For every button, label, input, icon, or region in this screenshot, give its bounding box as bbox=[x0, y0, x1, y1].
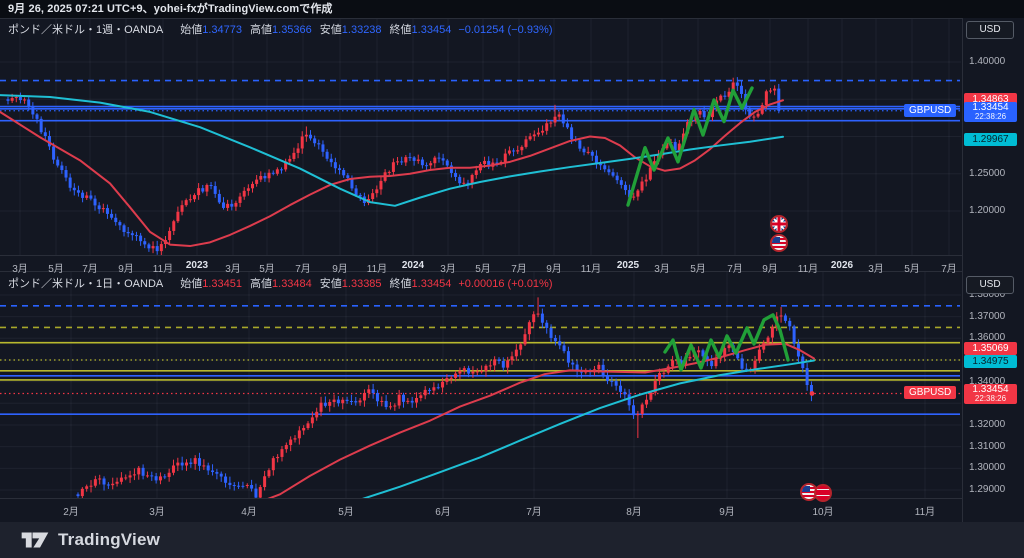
x-axis-label-5月: 5月 bbox=[48, 264, 64, 275]
high-value: 1.33484 bbox=[272, 278, 312, 290]
teal_ma-line[interactable] bbox=[358, 359, 815, 501]
x-axis-label-2月: 2月 bbox=[63, 507, 79, 518]
x-axis-label-3月: 3月 bbox=[149, 507, 165, 518]
pane-weekly[interactable] bbox=[0, 18, 961, 255]
y-axis-label-1.34000: 1.34000 bbox=[969, 375, 1006, 387]
x-axis-label-11月: 11月 bbox=[914, 507, 936, 518]
x-axis-label-2024: 2024 bbox=[401, 260, 425, 271]
x-axis-label-5月: 5月 bbox=[338, 507, 354, 518]
symbol-price-tag: GBPUSD bbox=[904, 386, 957, 400]
red-ma-price-label: 1.35069 bbox=[964, 342, 1017, 356]
x-axis-label-9月: 9月 bbox=[762, 264, 778, 275]
x-axis-label-7月: 7月 bbox=[941, 264, 957, 275]
pane-daily[interactable] bbox=[0, 272, 961, 505]
teal-ma-price-label: 1.34975 bbox=[964, 354, 1017, 368]
y-axis-label-1.40000: 1.40000 bbox=[969, 55, 1006, 67]
open-value: 1.34773 bbox=[202, 24, 243, 36]
x-axis-label-11月: 11月 bbox=[152, 264, 174, 275]
x-axis-label-8月: 8月 bbox=[626, 507, 642, 518]
x-axis-label-9月: 9月 bbox=[719, 507, 735, 518]
x-axis-label-2025: 2025 bbox=[616, 260, 640, 271]
x-axis-label-5月: 5月 bbox=[475, 264, 491, 275]
low-value: 1.33238 bbox=[341, 24, 382, 36]
y-axis-label-1.38000: 1.38000 bbox=[969, 288, 1006, 300]
x-axis-label-11月: 11月 bbox=[366, 264, 388, 275]
green-zigzag-drawing[interactable] bbox=[663, 313, 790, 372]
teal_ma-line[interactable] bbox=[0, 94, 784, 207]
x-axis-label-7月: 7月 bbox=[82, 264, 98, 275]
y-axis-label-1.20000: 1.20000 bbox=[969, 205, 1006, 217]
open-label: 始値 bbox=[180, 24, 203, 36]
symbol-title-weekly[interactable]: ポンド／米ドル・1週・OANDA bbox=[8, 24, 164, 36]
y-axis-label-1.25000: 1.25000 bbox=[969, 167, 1006, 179]
x-axis-label-10月: 10月 bbox=[812, 507, 834, 518]
symbol-title-daily[interactable]: ポンド／米ドル・1日・OANDA bbox=[8, 278, 164, 290]
close-value: 1.33454 bbox=[411, 278, 452, 290]
legend-weekly: ポンド／米ドル・1週・OANDA 始値1.34773 高値1.35366 安値1.33… bbox=[8, 21, 553, 37]
x-axis-label-3月: 3月 bbox=[12, 264, 28, 275]
x-axis-label-5月: 5月 bbox=[259, 264, 275, 275]
uk-flag-icon[interactable] bbox=[770, 215, 788, 233]
high-value: 1.35366 bbox=[272, 24, 312, 36]
symbol-price-tag: GBPUSD bbox=[904, 103, 957, 117]
tradingview-logo-icon[interactable] bbox=[20, 529, 50, 551]
low-label: 安値 bbox=[319, 24, 342, 36]
y-axis-label-1.30000: 1.30000 bbox=[969, 462, 1006, 474]
x-axis-label-9月: 9月 bbox=[546, 264, 562, 275]
low-label: 安値 bbox=[319, 278, 342, 290]
high-label: 高値 bbox=[250, 278, 273, 290]
teal-ma-price-label: 1.29967 bbox=[964, 132, 1017, 146]
red_ma-line[interactable] bbox=[195, 342, 815, 504]
close-label: 終値 bbox=[389, 24, 412, 36]
attribution-bar: 9月 26, 2025 07:21 UTC+9、yohei-fxがTrading… bbox=[0, 0, 1024, 18]
y-axis-label-1.29000: 1.29000 bbox=[969, 483, 1006, 495]
x-axis-label-7月: 7月 bbox=[295, 264, 311, 275]
low-value: 1.33385 bbox=[341, 278, 382, 290]
close-label: 終値 bbox=[389, 278, 412, 290]
us-flag-icon[interactable] bbox=[770, 234, 788, 252]
close-value: 1.33454 bbox=[411, 24, 452, 36]
legend-daily: ポンド／米ドル・1日・OANDA 始値1.33451 高値1.33484 安値1.33… bbox=[8, 275, 553, 291]
x-axis-label-7月: 7月 bbox=[526, 507, 542, 518]
currency-button-weekly[interactable]: USD bbox=[966, 21, 1014, 39]
striped-flag-icon[interactable] bbox=[814, 484, 832, 502]
x-axis-label-5月: 5月 bbox=[690, 264, 706, 275]
x-axis-label-3月: 3月 bbox=[225, 264, 241, 275]
open-value: 1.33451 bbox=[202, 278, 243, 290]
x-axis-label-9月: 9月 bbox=[332, 264, 348, 275]
x-axis-label-3月: 3月 bbox=[868, 264, 884, 275]
last-price-label: 1.33454 22:38:26 bbox=[964, 384, 1017, 405]
candle-countdown: 22:38:26 bbox=[974, 394, 1007, 404]
red_ma-line[interactable] bbox=[0, 99, 784, 248]
green-zigzag-drawing[interactable] bbox=[626, 86, 754, 207]
candle-countdown: 22:38:26 bbox=[974, 111, 1007, 121]
attribution-text: 9月 26, 2025 07:21 UTC+9、yohei-fxがTrading… bbox=[8, 3, 333, 15]
y-axis-label-1.31000: 1.31000 bbox=[969, 440, 1006, 452]
x-axis-label-2026: 2026 bbox=[830, 260, 854, 271]
x-axis-label-9月: 9月 bbox=[118, 264, 134, 275]
x-axis-label-7月: 7月 bbox=[511, 264, 527, 275]
brand-bar: TradingView bbox=[0, 522, 1024, 558]
y-axis-label-1.37000: 1.37000 bbox=[969, 310, 1006, 322]
x-axis-label-6月: 6月 bbox=[435, 507, 451, 518]
brand-text[interactable]: TradingView bbox=[58, 530, 161, 549]
x-axis-label-5月: 5月 bbox=[904, 264, 920, 275]
x-axis-label-3月: 3月 bbox=[654, 264, 670, 275]
last-price-label: 1.33454 22:38:26 bbox=[964, 101, 1017, 122]
x-axis-label-2023: 2023 bbox=[185, 260, 209, 271]
y-axis-label-1.36000: 1.36000 bbox=[969, 332, 1006, 344]
y-axis-label-1.32000: 1.32000 bbox=[969, 418, 1006, 430]
open-label: 始値 bbox=[180, 278, 203, 290]
x-axis-label-7月: 7月 bbox=[727, 264, 743, 275]
change-value: −0.01254 (−0.93%) bbox=[458, 24, 553, 36]
x-axis-label-11月: 11月 bbox=[797, 264, 819, 275]
x-axis-label-3月: 3月 bbox=[440, 264, 456, 275]
change-value: +0.00016 (+0.01%) bbox=[458, 278, 553, 290]
x-axis-label-11月: 11月 bbox=[580, 264, 602, 275]
x-axis-label-4月: 4月 bbox=[241, 507, 257, 518]
currency-button-daily[interactable]: USD bbox=[966, 276, 1014, 294]
high-label: 高値 bbox=[250, 24, 273, 36]
